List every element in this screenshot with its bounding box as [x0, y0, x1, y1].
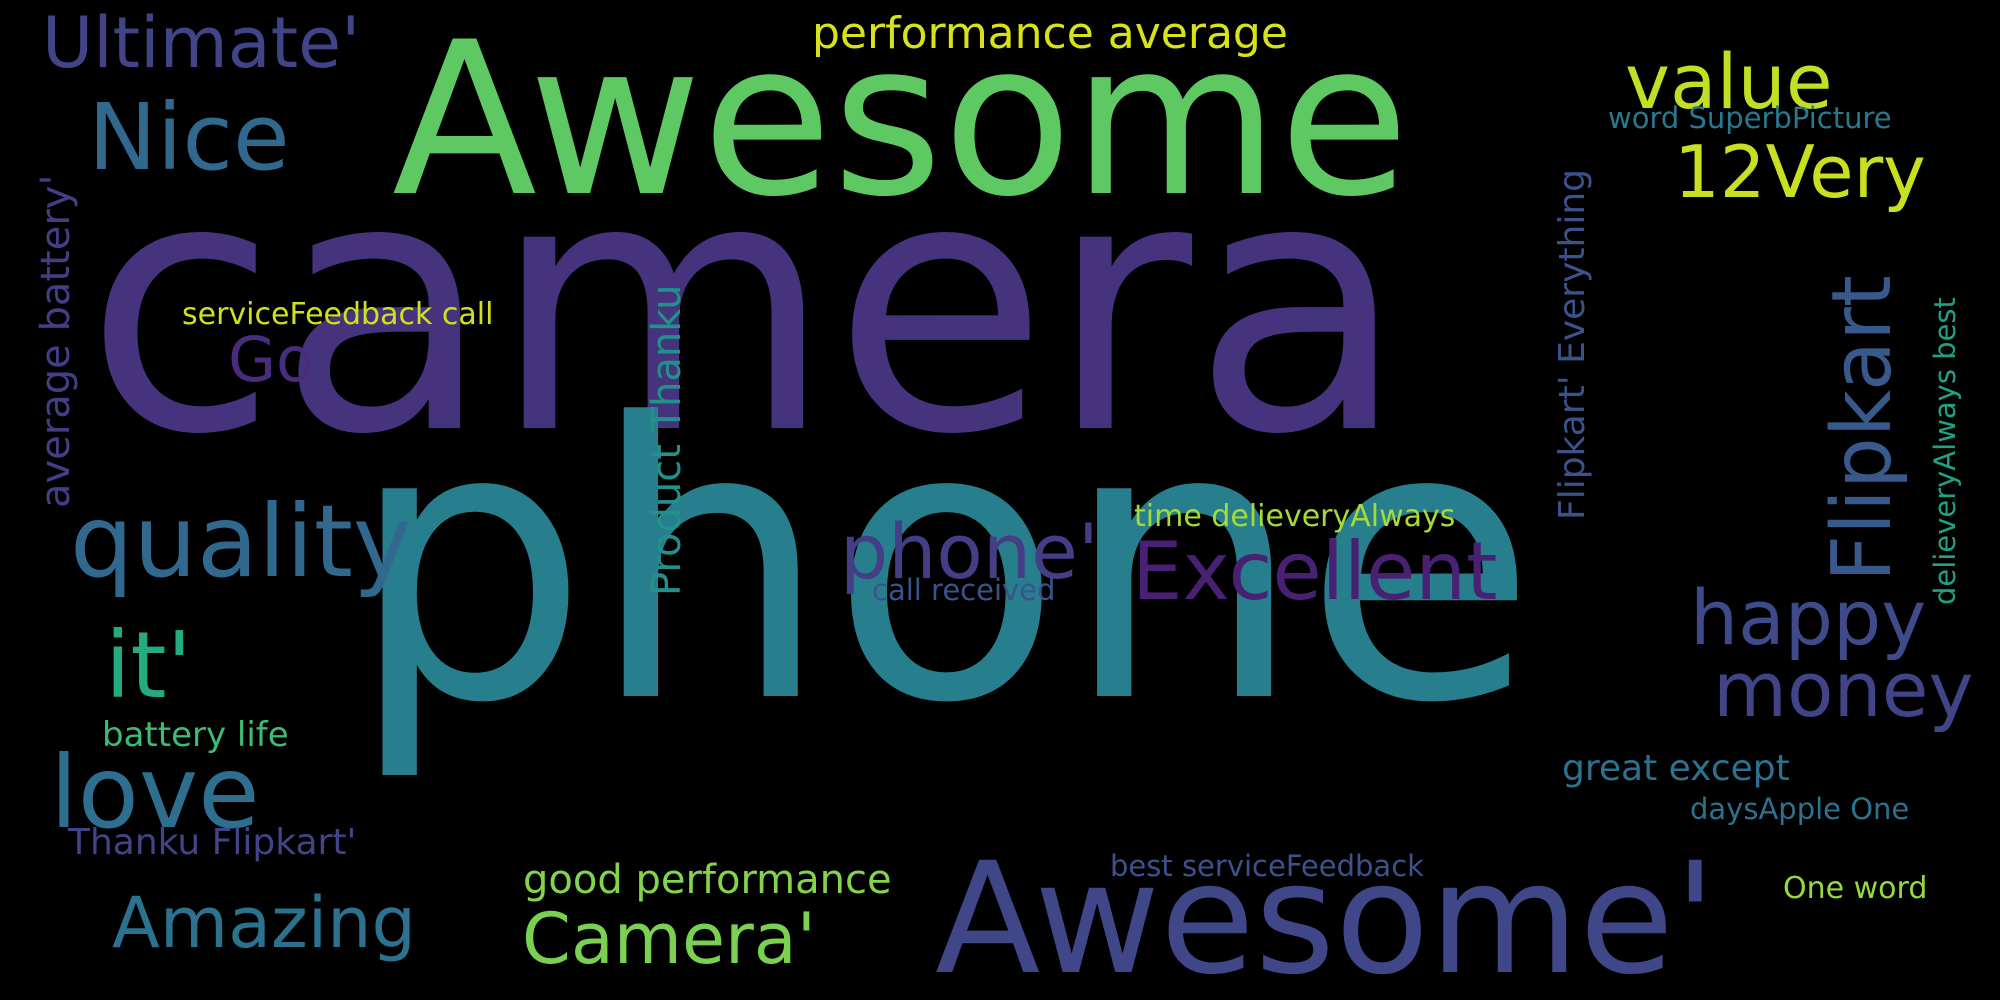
word-phone-apostrophe: phone' — [840, 507, 1099, 596]
word-battery-life: battery life — [102, 715, 289, 755]
word-delievery-always-best: delieveryAlways best — [1928, 297, 1962, 605]
word-excellent: Excellent — [1132, 525, 1498, 618]
word-camera-apostrophe: Camera' — [522, 898, 816, 980]
word-camera: camera — [85, 103, 1407, 511]
word-phone: phone — [348, 343, 1538, 786]
word-service-feedback-call: serviceFeedback call — [182, 297, 494, 332]
word-best-service-feedback: best serviceFeedback — [1110, 849, 1424, 883]
word-love: love — [50, 734, 260, 851]
word-thanku-flipkart: Thanku Flipkart' — [68, 822, 357, 863]
word-flipkart-everything: Flipkart' Everything — [1552, 169, 1593, 520]
word-awesome-apostrophe: Awesome' — [935, 830, 1717, 1000]
word-flipkart-vertical: Flipkart — [1815, 275, 1910, 582]
word-awesome-top: Awesome — [392, 0, 1410, 243]
word-great-except: great except — [1562, 748, 1790, 789]
word-nice: Nice — [88, 84, 290, 191]
word-money: money — [1713, 645, 1974, 734]
word-days-apple-one: daysApple One — [1690, 792, 1910, 826]
word-go: Go — [228, 323, 314, 396]
word-value: value — [1625, 37, 1833, 126]
word-time-delievery-always: time delieveryAlways — [1134, 499, 1456, 534]
word-ultimate: Ultimate' — [42, 2, 361, 84]
word-product-thanku: Product Thanku — [644, 284, 690, 596]
word-performance-average: performance average — [812, 8, 1288, 59]
word-it: it' — [105, 612, 192, 719]
word-12very: 12Very — [1674, 130, 1926, 214]
word-call-received: call received — [872, 573, 1056, 607]
word-average-battery: average battery' — [33, 174, 79, 508]
word-happy: happy — [1690, 573, 1927, 662]
word-good-performance: good performance — [523, 857, 892, 903]
word-one-word: One word — [1783, 871, 1928, 906]
word-quality: quality — [70, 483, 413, 600]
word-superb-picture: word SuperbPicture — [1608, 101, 1892, 135]
word-amazing: Amazing — [112, 882, 416, 964]
